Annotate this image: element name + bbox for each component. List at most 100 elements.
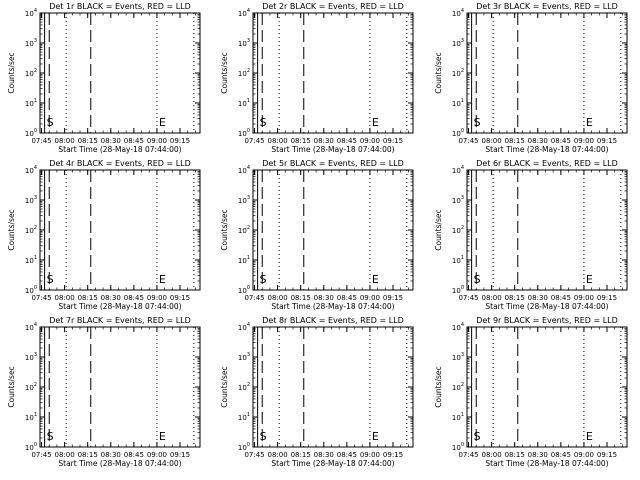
x-tick-label: 08:30: [528, 137, 548, 145]
x-tick-label: 07:45: [244, 294, 264, 302]
x-tick-label: 09:00: [147, 451, 167, 459]
x-tick-label: 08:45: [124, 294, 144, 302]
x-tick-label: 07:45: [458, 137, 478, 145]
marker-s: S: [260, 116, 267, 129]
detector-panel: Det 6r BLACK = Events, RED = LLD 100 101 10…: [434, 159, 628, 311]
x-tick-label: 09:15: [170, 451, 190, 459]
x-tick-label: 07:45: [458, 294, 478, 302]
y-axis-label: Counts/sec: [7, 366, 16, 407]
x-tick-label: 07:45: [31, 451, 51, 459]
x-tick-label: 08:00: [55, 451, 75, 459]
detector-panel: Det 7r BLACK = Events, RED = LLD 100 101 10…: [7, 316, 201, 468]
x-tick-label: 09:15: [597, 137, 617, 145]
y-axis-label: Counts/sec: [220, 52, 229, 93]
x-tick-label: 08:15: [505, 451, 525, 459]
detector-panel: Det 5r BLACK = Events, RED = LLD 100 101 10…: [220, 159, 414, 311]
panel-title: Det 8r BLACK = Events, RED = LLD: [262, 316, 404, 325]
y-axis-label: Counts/sec: [434, 366, 443, 407]
x-tick-label: 07:45: [244, 137, 264, 145]
y-tick-label: 104: [25, 8, 37, 18]
marker-e: E: [586, 273, 593, 286]
y-tick-label: 104: [25, 165, 37, 175]
marker-s: S: [474, 116, 481, 129]
x-tick-label: 07:45: [458, 451, 478, 459]
y-tick-label: 103: [238, 38, 250, 48]
x-tick-label: 09:15: [170, 294, 190, 302]
detector-panel: Det 1r BLACK = Events, RED = LLD 100 101 10…: [7, 2, 201, 154]
x-tick-label: 08:45: [551, 451, 571, 459]
y-tick-label: 102: [238, 225, 250, 235]
y-tick-label: 102: [25, 225, 37, 235]
x-axis-label: Start Time (28-May-18 07:44:00): [271, 302, 394, 311]
y-tick-label: 100: [238, 442, 250, 452]
x-tick-label: 07:45: [31, 137, 51, 145]
x-tick-label: 08:30: [314, 294, 334, 302]
x-tick-label: 08:30: [528, 294, 548, 302]
y-axis-label: Counts/sec: [434, 209, 443, 250]
y-tick-label: 103: [25, 38, 37, 48]
x-tick-label: 08:15: [78, 137, 98, 145]
plot-frame: [39, 169, 201, 291]
marker-e: E: [372, 116, 379, 129]
panel-title: Det 5r BLACK = Events, RED = LLD: [262, 159, 404, 168]
y-tick-label: 101: [452, 255, 464, 265]
x-axis-label: Start Time (28-May-18 07:44:00): [58, 145, 181, 154]
x-tick-label: 07:45: [31, 294, 51, 302]
x-tick-label: 08:00: [268, 137, 288, 145]
y-tick-label: 103: [238, 352, 250, 362]
x-tick-label: 09:15: [383, 294, 403, 302]
y-tick-label: 102: [25, 382, 37, 392]
y-tick-label: 100: [452, 285, 464, 295]
detector-panel: Det 2r BLACK = Events, RED = LLD 100 101 10…: [220, 2, 414, 154]
y-tick-label: 104: [238, 8, 250, 18]
x-tick-label: 08:30: [528, 451, 548, 459]
y-tick-label: 102: [238, 68, 250, 78]
marker-e: E: [372, 273, 379, 286]
x-tick-label: 09:00: [360, 137, 380, 145]
plot-frame: [39, 12, 201, 134]
x-axis-label: Start Time (28-May-18 07:44:00): [58, 302, 181, 311]
marker-e: E: [159, 430, 166, 443]
x-tick-label: 08:00: [55, 294, 75, 302]
y-tick-label: 100: [25, 285, 37, 295]
panel-title: Det 3r BLACK = Events, RED = LLD: [476, 2, 618, 11]
x-tick-label: 09:00: [360, 451, 380, 459]
x-tick-label: 08:00: [268, 451, 288, 459]
marker-s: S: [260, 430, 267, 443]
x-tick-label: 09:00: [574, 137, 594, 145]
y-tick-label: 101: [452, 412, 464, 422]
marker-e: E: [372, 430, 379, 443]
y-axis-label: Counts/sec: [7, 52, 16, 93]
x-tick-label: 08:45: [337, 451, 357, 459]
x-tick-label: 08:00: [482, 137, 502, 145]
x-axis-label: Start Time (28-May-18 07:44:00): [485, 459, 608, 468]
marker-e: E: [159, 116, 166, 129]
y-axis-label: Counts/sec: [220, 209, 229, 250]
y-tick-label: 101: [452, 98, 464, 108]
y-axis-label: Counts/sec: [434, 52, 443, 93]
detector-panel: Det 8r BLACK = Events, RED = LLD 100 101 10…: [220, 316, 414, 468]
y-tick-label: 101: [238, 98, 250, 108]
marker-s: S: [47, 273, 54, 286]
y-tick-label: 100: [25, 128, 37, 138]
y-tick-label: 101: [25, 255, 37, 265]
x-tick-label: 08:30: [101, 294, 121, 302]
x-tick-label: 08:30: [314, 137, 334, 145]
x-tick-label: 09:15: [597, 451, 617, 459]
x-tick-label: 09:15: [170, 137, 190, 145]
plot-frame: [466, 169, 628, 291]
x-tick-label: 09:00: [147, 137, 167, 145]
x-tick-label: 08:15: [78, 294, 98, 302]
x-tick-label: 08:30: [101, 451, 121, 459]
marker-e: E: [159, 273, 166, 286]
panel-title: Det 1r BLACK = Events, RED = LLD: [49, 2, 191, 11]
detector-panel: Det 9r BLACK = Events, RED = LLD 100 101 10…: [434, 316, 628, 468]
x-tick-label: 08:00: [482, 294, 502, 302]
y-tick-label: 103: [25, 195, 37, 205]
x-axis-label: Start Time (28-May-18 07:44:00): [271, 459, 394, 468]
y-axis-label: Counts/sec: [220, 366, 229, 407]
plot-frame: [252, 326, 414, 448]
y-tick-label: 100: [452, 128, 464, 138]
detector-panel: Det 3r BLACK = Events, RED = LLD 100 101 10…: [434, 2, 628, 154]
